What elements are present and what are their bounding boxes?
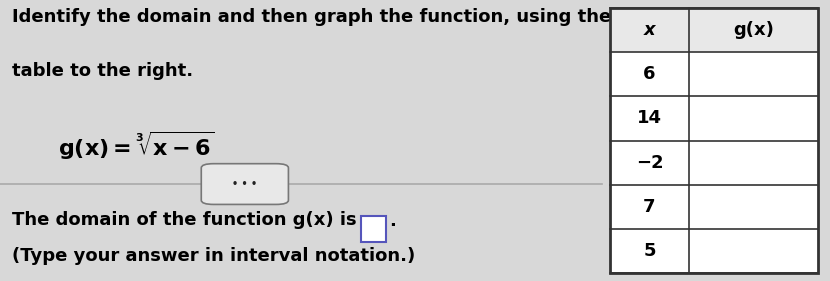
Bar — [610, 228, 818, 273]
Text: −2: −2 — [636, 153, 663, 171]
Bar — [610, 140, 818, 185]
Text: g(x): g(x) — [733, 21, 774, 39]
Bar — [610, 185, 818, 228]
Bar — [610, 96, 818, 140]
Text: (Type your answer in interval notation.): (Type your answer in interval notation.) — [12, 247, 416, 265]
Bar — [610, 8, 818, 273]
Text: x: x — [643, 21, 656, 39]
Text: 5: 5 — [643, 242, 656, 260]
Text: 14: 14 — [637, 110, 662, 128]
Text: 7: 7 — [643, 198, 656, 216]
Bar — [610, 8, 818, 53]
Text: .: . — [389, 212, 396, 230]
Text: 6: 6 — [643, 65, 656, 83]
Text: The domain of the function g(x) is: The domain of the function g(x) is — [12, 211, 357, 229]
Bar — [610, 53, 818, 96]
Text: • • •: • • • — [232, 179, 257, 189]
FancyBboxPatch shape — [361, 216, 386, 242]
FancyBboxPatch shape — [202, 164, 289, 205]
Text: Identify the domain and then graph the function, using the: Identify the domain and then graph the f… — [12, 8, 612, 26]
Text: $\mathbf{g(x) = \sqrt[3]{x-6}}$: $\mathbf{g(x) = \sqrt[3]{x-6}}$ — [58, 129, 215, 162]
Text: table to the right.: table to the right. — [12, 62, 193, 80]
Bar — [610, 8, 818, 273]
